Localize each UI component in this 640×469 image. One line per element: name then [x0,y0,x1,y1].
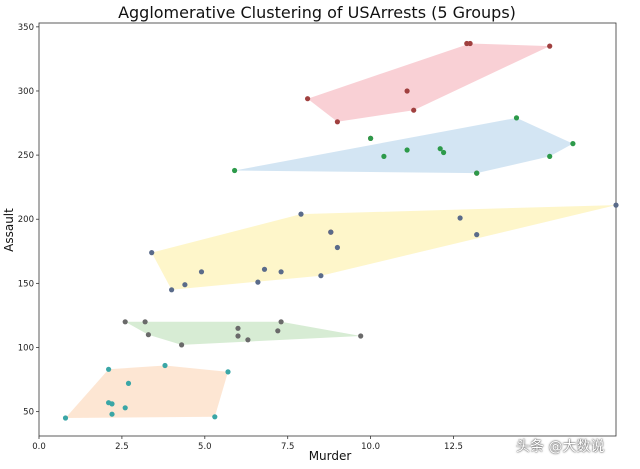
x-tick-label: 7.5 [281,442,295,452]
cluster-1-point-10 [467,40,473,47]
cluster-2-point-1 [232,167,238,174]
chart-title: Agglomerative Clustering of USArrests (5… [118,3,516,22]
cluster-3-point-13 [474,232,480,238]
cluster-3-point-14 [613,202,619,208]
cluster-2-point-10 [570,141,576,147]
cluster-3-point-12 [457,215,463,221]
cluster-3-point-3 [182,282,188,288]
cluster-2-point-9 [547,153,553,159]
cluster-3-point-7 [278,269,284,275]
x-tick-label: 10.0 [361,442,380,452]
cluster-4-point-2 [142,319,148,325]
cluster-3-point-10 [328,229,334,235]
cluster-5-point-4 [109,401,115,407]
y-tick-label: 350 [18,23,34,33]
y-tick-label: 200 [18,215,34,225]
cluster-3-point-5 [255,279,261,285]
cluster-4-point-4 [179,342,185,348]
y-tick-label: 100 [18,344,34,354]
cluster-3-point-8 [298,211,304,217]
cluster-2-point-2 [368,135,374,141]
cluster-2-hull [234,117,573,174]
cluster-5-point-2 [106,366,112,372]
y-tick-label: 300 [18,87,34,97]
watermark: 头条 @大数说 [516,439,605,455]
cluster-2-point-8 [513,115,520,121]
cluster-1-hull [307,43,550,122]
cluster-4-point-10 [358,333,364,339]
cluster-3-point-2 [169,287,175,293]
cluster-4-point-9 [278,319,284,325]
cluster-5-point-7 [125,380,132,386]
x-tick-label: 5.0 [198,442,212,452]
cluster-3-hull [151,205,616,290]
cluster-4-hull [125,321,361,345]
cluster-1-point-9 [404,88,410,94]
cluster-2-point-6 [441,149,447,156]
cluster-2-point-7 [474,170,480,176]
cluster-3-point-6 [261,266,268,272]
cluster-5-point-9 [212,414,218,420]
cluster-3-point-4 [198,269,205,275]
cluster-3-point-11 [334,244,340,251]
cluster-5-point-5 [109,411,115,417]
y-tick-label: 150 [18,279,34,289]
y-tick-label: 50 [23,408,34,418]
cluster-4-point-6 [235,333,241,339]
cluster-5-point-10 [225,369,231,375]
y-tick-label: 250 [18,151,34,161]
x-tick-label: 2.5 [115,442,129,452]
cluster-2-point-5 [437,146,443,152]
cluster-4-point-3 [145,332,151,338]
cluster-4-point-1 [122,319,128,325]
cluster-5-point-6 [122,405,128,411]
cluster-3-point-9 [318,273,324,279]
cluster-1-point-6 [411,107,417,113]
cluster-3-point-1 [149,250,155,256]
x-tick-label: 0.0 [32,442,46,452]
cluster-1-point-3 [305,96,311,102]
x-axis-title: Murder [309,449,352,463]
cluster-1-point-8 [547,43,553,49]
y-axis-title: Assault [2,208,16,252]
cluster-5-point-1 [62,415,69,421]
x-tick-label: 12.5 [444,442,463,452]
cluster-2-point-3 [381,153,387,159]
cluster-1-point-5 [334,119,340,125]
cluster-4-point-5 [235,325,241,331]
cluster-5-point-8 [162,362,168,369]
cluster-2-point-4 [404,147,410,153]
cluster-5-hull [65,365,228,418]
cluster-4-point-7 [245,337,251,343]
cluster-4-point-8 [275,328,281,334]
